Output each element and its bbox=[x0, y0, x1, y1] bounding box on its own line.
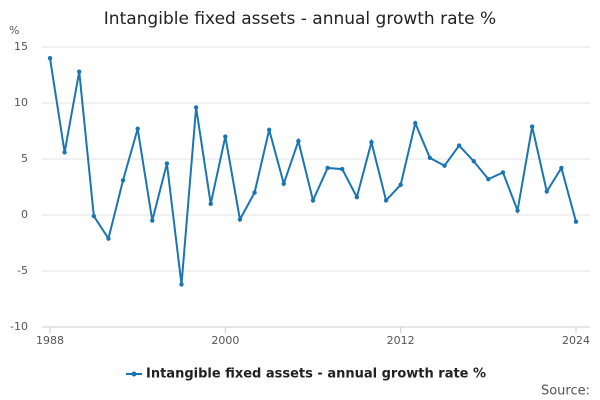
chart-title: Intangible fixed assets - annual growth … bbox=[104, 9, 496, 29]
point bbox=[442, 163, 447, 168]
y-tick-label: 0 bbox=[21, 208, 28, 221]
point bbox=[456, 143, 462, 148]
y-tick-label: -5 bbox=[17, 264, 28, 277]
x-tick-label: 2000 bbox=[211, 334, 239, 347]
point bbox=[471, 159, 476, 164]
point bbox=[179, 282, 184, 287]
legend-swatch-dot bbox=[131, 371, 137, 377]
point bbox=[427, 155, 433, 161]
point bbox=[340, 166, 345, 172]
point bbox=[150, 218, 155, 223]
point bbox=[500, 170, 506, 175]
point bbox=[486, 176, 491, 182]
point bbox=[164, 161, 170, 166]
point bbox=[413, 120, 418, 126]
point bbox=[529, 124, 535, 129]
point bbox=[573, 219, 579, 224]
point bbox=[193, 105, 199, 110]
point bbox=[106, 236, 111, 241]
y-tick-label: 10 bbox=[14, 96, 28, 109]
point bbox=[77, 69, 82, 74]
y-tick-label: 5 bbox=[21, 152, 28, 165]
point bbox=[266, 127, 272, 133]
legend-label: Intangible fixed assets - annual growth … bbox=[146, 367, 486, 382]
point bbox=[223, 134, 228, 139]
point bbox=[325, 165, 330, 171]
series-line bbox=[49, 58, 577, 285]
x-tick-label: 2012 bbox=[387, 334, 415, 347]
x-tick-label: 2024 bbox=[562, 334, 590, 347]
point bbox=[383, 198, 389, 203]
point bbox=[544, 189, 549, 194]
point bbox=[91, 213, 97, 219]
point bbox=[515, 208, 520, 213]
y-axis-label: % bbox=[9, 24, 19, 37]
point bbox=[369, 140, 374, 145]
point bbox=[237, 217, 243, 222]
point bbox=[398, 182, 403, 187]
point bbox=[310, 198, 316, 203]
x-tick-label: 1988 bbox=[36, 334, 64, 347]
y-tick-label: 15 bbox=[14, 40, 28, 53]
point bbox=[62, 150, 67, 155]
y-tick-label: -10 bbox=[10, 320, 28, 333]
point bbox=[135, 126, 140, 131]
point bbox=[559, 165, 564, 171]
point bbox=[208, 201, 213, 206]
source: Source: bbox=[541, 384, 590, 399]
point bbox=[47, 56, 53, 61]
point bbox=[281, 181, 286, 186]
point bbox=[120, 178, 126, 183]
point bbox=[354, 194, 360, 200]
point bbox=[252, 190, 257, 195]
point bbox=[296, 138, 301, 144]
